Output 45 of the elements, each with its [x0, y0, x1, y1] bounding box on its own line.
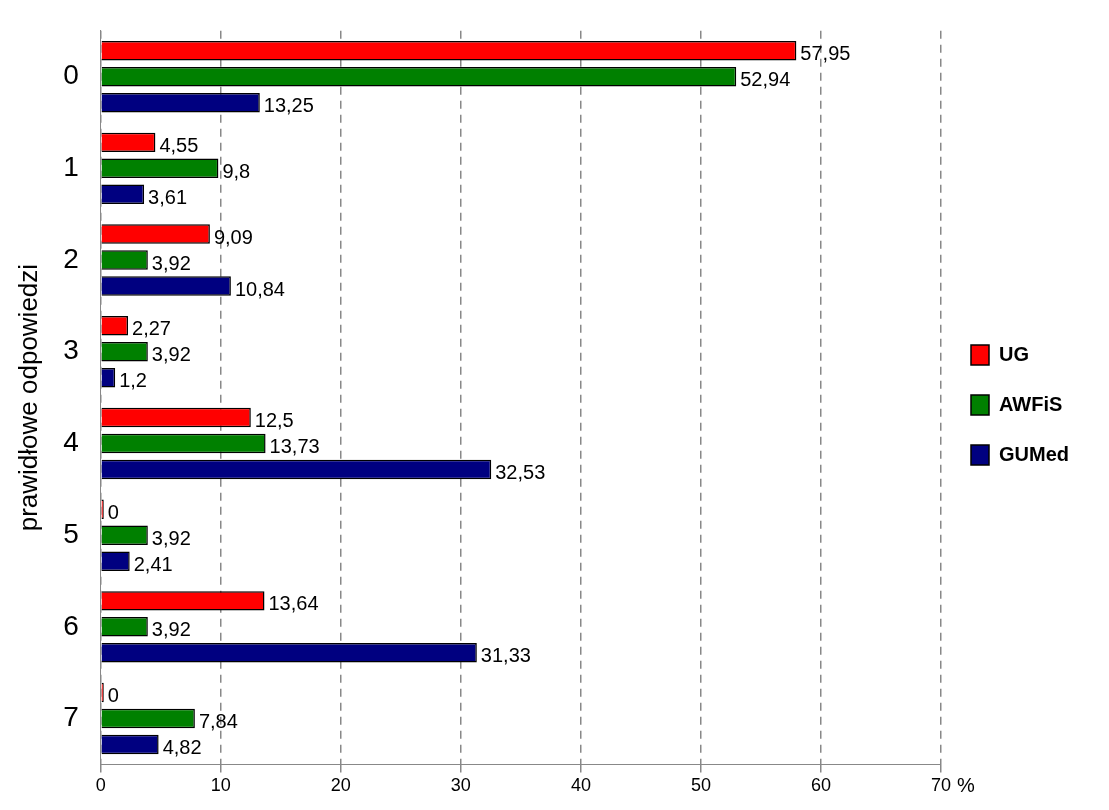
data-label: 3,92	[151, 618, 191, 641]
data-label: 4,55	[159, 133, 199, 156]
data-label: 31,33	[480, 644, 531, 667]
data-label: 7,84	[198, 710, 238, 733]
data-label: 3,92	[151, 526, 191, 549]
x-tick-label: 70	[930, 775, 952, 796]
x-tick-label: 40	[570, 775, 591, 796]
legend-label: GUMed	[999, 442, 1069, 465]
y-tick-label: 0	[63, 59, 79, 91]
data-label: 4,82	[162, 736, 202, 759]
x-axis-title: %	[957, 773, 975, 796]
legend-label: UG	[999, 342, 1029, 365]
data-label: 3,92	[151, 251, 191, 274]
y-axis-title: prawidłowe odpowiedzi	[12, 263, 43, 532]
y-tick-label: 5	[63, 517, 79, 549]
y-tick-label: 6	[63, 609, 79, 641]
y-tick-label: 1	[63, 151, 79, 183]
data-label: 9,09	[213, 225, 253, 248]
y-tick-label: 3	[63, 334, 79, 366]
data-label: 13,64	[268, 592, 319, 615]
x-tick-label: 10	[210, 775, 231, 796]
y-tick-label: 4	[63, 426, 79, 458]
data-label: 13,25	[263, 94, 314, 117]
data-label: 10,84	[234, 277, 285, 300]
data-label: 0	[107, 500, 119, 523]
data-label: 12,5	[254, 408, 294, 431]
x-tick-label: 0	[95, 775, 106, 796]
x-tick-label: 60	[810, 775, 831, 796]
data-label: 57,95	[800, 42, 851, 65]
y-tick-label: 7	[63, 701, 79, 733]
x-tick-label: 50	[690, 775, 711, 796]
legend-label: AWFiS	[999, 392, 1063, 415]
data-label: 1,2	[119, 369, 147, 392]
data-label: 3,61	[148, 185, 188, 208]
data-label: 9,8	[222, 159, 251, 182]
data-label: 32,53	[495, 460, 546, 483]
data-label: 52,94	[740, 68, 791, 91]
data-label: 13,73	[269, 434, 320, 457]
data-label: 2,27	[132, 317, 171, 340]
x-tick-label: 20	[330, 775, 351, 796]
data-label: 0	[107, 684, 119, 707]
data-label: 3,92	[151, 343, 191, 366]
data-label: 2,41	[133, 552, 173, 575]
x-tick-label: 30	[450, 775, 471, 796]
y-tick-label: 2	[63, 242, 79, 274]
